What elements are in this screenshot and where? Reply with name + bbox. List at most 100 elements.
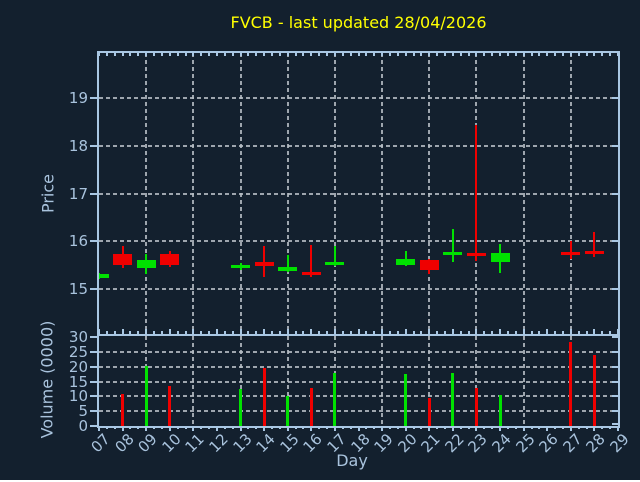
x-tick-top	[105, 53, 108, 56]
x-tick-top	[160, 53, 163, 56]
volume-tick-label: 20	[68, 357, 88, 376]
x-tick-axis	[349, 426, 352, 429]
x-tick-top	[444, 53, 446, 56]
day-gridline	[475, 336, 478, 426]
x-tick-top	[176, 53, 179, 56]
x-tick-bottom	[436, 331, 439, 334]
x-tick-top	[467, 53, 470, 56]
x-tick-axis	[310, 426, 313, 431]
x-tick-bottom	[271, 331, 273, 334]
x-tick-axis	[522, 426, 525, 431]
x-tick-bottom	[593, 329, 596, 334]
x-tick-bottom	[577, 331, 580, 334]
volume-tick-label: 25	[68, 343, 88, 362]
candle-body	[466, 253, 486, 257]
x-tick-top	[569, 53, 572, 56]
volume-gridline	[99, 380, 618, 383]
x-tick-axis	[420, 426, 423, 429]
x-tick-bottom	[428, 329, 431, 334]
x-tick-axis	[357, 426, 360, 431]
x-tick-bottom	[601, 331, 604, 334]
x-tick-bottom	[278, 331, 281, 334]
candle-body	[443, 252, 463, 256]
volume-gridline	[99, 351, 618, 354]
x-tick-axis	[483, 426, 486, 429]
x-tick-bottom	[491, 331, 494, 334]
x-tick-top	[121, 53, 124, 56]
x-tick-bottom	[499, 329, 502, 334]
x-tick-bottom	[333, 329, 336, 334]
x-tick-top	[420, 53, 423, 56]
x-tick-bottom	[381, 329, 384, 334]
day-gridline	[522, 336, 525, 426]
volume-bar	[286, 396, 290, 426]
x-tick-bottom	[223, 331, 226, 334]
x-tick-bottom	[255, 331, 258, 334]
x-tick-axis	[373, 426, 376, 429]
x-tick-bottom	[404, 329, 407, 334]
price-gridline	[99, 287, 618, 290]
x-tick-axis	[506, 426, 509, 429]
x-tick-bottom	[349, 331, 352, 334]
x-tick-bottom	[444, 331, 446, 334]
x-tick-axis	[223, 426, 226, 429]
x-tick-axis	[467, 426, 470, 429]
x-tick-bottom	[514, 331, 517, 334]
x-tick-axis	[514, 426, 517, 429]
x-tick-bottom	[215, 329, 218, 334]
x-tick-axis	[388, 426, 391, 429]
x-tick-axis	[601, 426, 604, 429]
volume-bar	[404, 374, 408, 426]
x-tick-top	[396, 53, 399, 56]
x-tick-top	[483, 53, 486, 56]
x-tick-axis	[208, 426, 211, 429]
volume-bar	[168, 386, 172, 426]
x-tick-bottom	[506, 331, 509, 334]
x-tick-top	[168, 53, 171, 56]
x-tick-bottom	[168, 329, 171, 334]
x-tick-bottom	[176, 331, 179, 334]
candle-body	[254, 262, 274, 267]
price-gridline	[99, 97, 618, 100]
x-tick-axis	[412, 426, 415, 429]
x-tick-axis	[231, 426, 234, 429]
candle-body	[325, 261, 345, 265]
candle-body	[113, 253, 133, 266]
volume-left-tick	[90, 351, 97, 354]
candle-body	[561, 251, 581, 255]
price-tick-label: 16	[68, 232, 88, 251]
x-tick-bottom	[153, 331, 156, 334]
x-tick-axis	[160, 426, 163, 429]
x-tick-axis	[396, 426, 399, 429]
candle-wick	[569, 240, 572, 259]
x-tick-axis	[286, 426, 289, 431]
x-tick-top	[294, 53, 297, 56]
price-left-tick	[90, 97, 97, 100]
x-tick-top	[271, 53, 273, 56]
volume-tick-label: 0	[78, 417, 88, 435]
volume-left-tick	[90, 380, 97, 383]
volume-tick-label: 15	[68, 372, 88, 391]
x-tick-top	[546, 53, 549, 56]
x-tick-bottom	[617, 329, 618, 334]
volume-bar	[309, 387, 313, 426]
x-tick-axis	[499, 426, 502, 431]
x-tick-axis	[263, 426, 266, 431]
volume-right-tick	[612, 365, 618, 368]
x-tick-axis	[609, 426, 612, 429]
x-tick-bottom	[412, 331, 415, 334]
x-tick-bottom	[184, 331, 187, 334]
x-tick-bottom	[231, 331, 234, 334]
x-tick-axis	[113, 426, 116, 429]
x-tick-top	[349, 53, 352, 56]
x-tick-top	[341, 53, 344, 56]
price-right-tick	[612, 144, 618, 147]
x-tick-bottom	[200, 331, 203, 334]
price-gridline	[99, 192, 618, 195]
x-tick-axis	[247, 426, 250, 429]
candle-body	[419, 259, 439, 270]
price-tick-label: 18	[68, 136, 88, 155]
x-tick-bottom	[459, 331, 462, 334]
x-tick-top	[561, 53, 564, 56]
x-tick-top	[475, 53, 478, 56]
